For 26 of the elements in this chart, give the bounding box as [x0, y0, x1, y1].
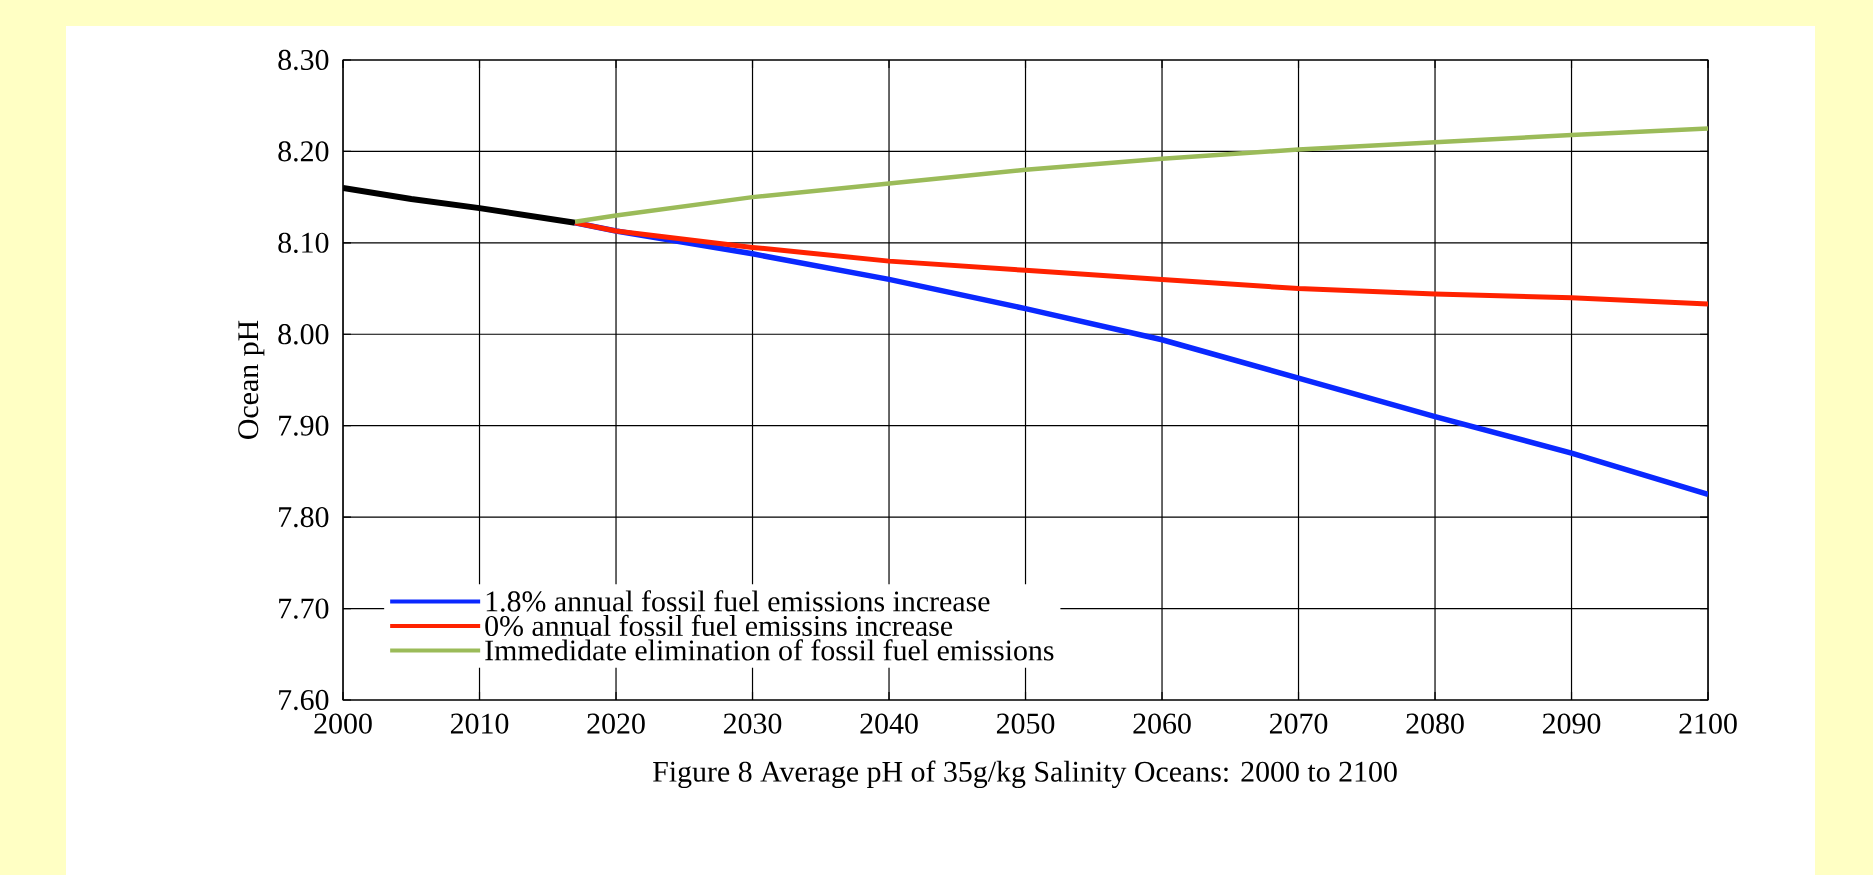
legend-label: 0% annual fossil fuel emissins increase: [485, 614, 953, 637]
x-tick-label: 2040: [860, 713, 918, 734]
x-tick-label: 2070: [1269, 713, 1328, 734]
x-tick-label: 2050: [996, 713, 1055, 734]
x-tick-label: 2060: [1133, 713, 1191, 734]
y-axis-title: Ocean pH: [238, 320, 265, 439]
y-tick-label: 8.20: [278, 141, 329, 162]
y-tick-label: 7.90: [279, 415, 329, 436]
legend-label: 1.8% annual fossil fuel emissions increase: [486, 590, 990, 612]
caption: Figure 8 Average pH of 35g/kg Salinity Oceans: 2000 to 2100: [653, 760, 1397, 788]
x-tick-label: 2000: [314, 713, 372, 734]
y-tick-label: 7.60: [279, 689, 329, 711]
line-series: [572, 126, 1709, 225]
x-tick-label: 2020: [587, 713, 645, 734]
x-tick-label: 2030: [723, 713, 782, 734]
legend-label: Immedidate elimination of fossil fuel emissions: [485, 639, 1054, 661]
y-tick-label: 8.30: [278, 49, 329, 71]
x-tick-label: 2010: [450, 713, 509, 734]
y-tick-label: 8.00: [278, 324, 329, 345]
line-series: [572, 220, 1709, 307]
x-tick-label: 2100: [1679, 713, 1737, 734]
y-tick-label: 7.70: [279, 598, 329, 619]
x-tick-label: 2090: [1542, 713, 1601, 734]
x-tick-label: 2080: [1406, 713, 1464, 734]
y-tick-label: 8.10: [278, 232, 329, 253]
y-tick-label: 7.80: [279, 506, 329, 528]
